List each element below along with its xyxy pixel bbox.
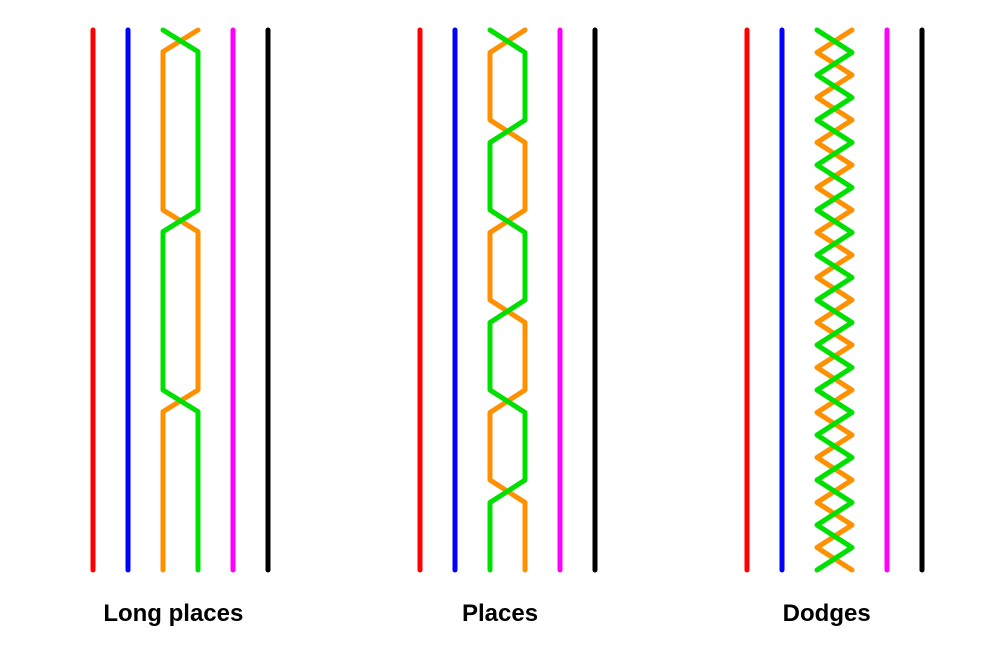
panel-long-places: Long places [40, 20, 307, 628]
panel-svg-long-places [58, 20, 288, 580]
panel-svg-dodges [712, 20, 942, 580]
panel-dodges: Dodges [693, 20, 960, 628]
label-dodges: Dodges [783, 600, 871, 628]
diagram-container: Long places Places Dodges [0, 0, 1000, 628]
label-long-places: Long places [103, 600, 243, 628]
label-places: Places [462, 600, 538, 628]
panel-svg-places [385, 20, 615, 580]
panel-places: Places [367, 20, 634, 628]
